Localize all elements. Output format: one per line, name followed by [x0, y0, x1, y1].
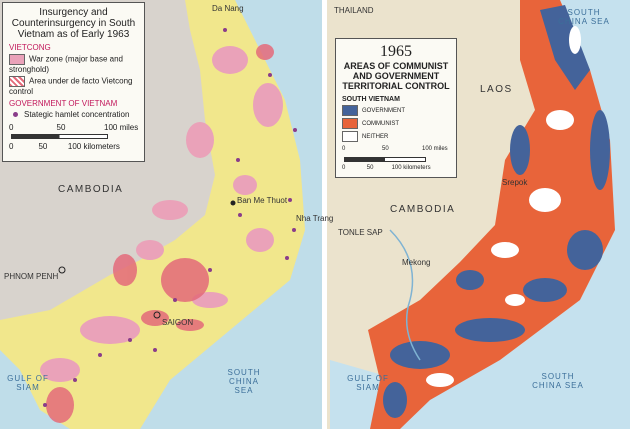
scale-label: 0 [9, 123, 14, 132]
phnom-penh-marker [58, 266, 66, 274]
place-label: Mekong [402, 258, 431, 267]
ban-me-thuot-marker [230, 200, 236, 206]
scale-bar [344, 157, 426, 163]
scale-label: 100 kilometers [67, 142, 120, 151]
scale-label: 50 [56, 123, 66, 132]
scale-label: 0 [342, 146, 346, 153]
south-vietnam [0, 0, 305, 429]
legend-label: War zone (major base and stronghold) [9, 54, 123, 74]
legend-items: GOVERNMENT COMMUNIST NEITHER [342, 105, 450, 143]
place-label: GULF OF SIAM [7, 374, 49, 392]
year: 1965 [380, 43, 412, 60]
place-label: THAILAND [334, 6, 374, 15]
place-label: LAOS [480, 84, 513, 95]
legend-swatch [342, 131, 358, 143]
legend-item: War zone (major base and stronghold) [9, 54, 138, 74]
scale-bar [11, 134, 108, 139]
legend-label: COMMUNIST [362, 121, 399, 128]
legend-heading: GOVERNMENT OF VIETNAM [9, 99, 118, 108]
place-label: GULF OF SIAM [347, 374, 389, 392]
legend-heading: VIETCONG [9, 43, 51, 52]
place-label: Srepok [502, 178, 528, 187]
place-label: SAIGON [162, 318, 194, 327]
legend-label: Area under de facto Vietcong control [9, 76, 133, 96]
divider [322, 0, 327, 429]
title: AREAS OF COMMUNIST AND GOVERNMENT TERRIT… [342, 61, 450, 91]
sea [140, 0, 322, 429]
saigon-marker [153, 311, 161, 319]
place-label: SOUTH CHINA SEA [532, 372, 584, 390]
legend-swatch [342, 118, 358, 130]
south-vietnam [368, 0, 615, 429]
scale: 0 50 100 miles 0 50 100 kilometers [9, 123, 138, 157]
legend-left: Insurgency and Counterinsurgency in Sout… [2, 2, 145, 162]
legend-label: GOVERNMENT [362, 108, 406, 115]
place-label: Ban Me Thuot [237, 196, 288, 205]
legend-item: Area under de facto Vietcong control [9, 76, 138, 96]
place-label: CAMBODIA [390, 204, 456, 215]
place-label: Da Nang [212, 4, 244, 13]
legend-right: 1965 AREAS OF COMMUNIST AND GOVERNMENT T… [335, 38, 457, 178]
place-label: TONLE SAP [338, 228, 383, 237]
scale-label: 50 [38, 142, 48, 151]
place-label: SOUTH CHINA SEA [227, 368, 261, 395]
legend-item: NEITHER [342, 131, 450, 143]
legend-heading: SOUTH VIETNAM [342, 96, 400, 103]
scale-label: 100 kilometers [391, 165, 431, 172]
neutral-areas [426, 26, 581, 387]
sea [330, 0, 630, 429]
legend-item: COMMUNIST [342, 118, 450, 130]
scale-label: 0 [9, 142, 14, 151]
legend-swatch [342, 105, 358, 116]
place-label: SOUTH CHINA SEA [558, 8, 610, 26]
place-label: PHNOM PENH [4, 272, 59, 281]
scale-label: 100 miles [422, 146, 448, 153]
hamlets [43, 28, 297, 407]
scale-label: 50 [382, 146, 389, 153]
vietcong-control [46, 44, 274, 423]
mekong-river [389, 229, 421, 361]
scale-label: 100 miles [104, 123, 139, 132]
scale-label: 50 [366, 165, 374, 172]
place-label: Nha Trang [296, 214, 334, 223]
title: Insurgency and Counterinsurgency in Sout… [11, 7, 136, 40]
legend-label: NEITHER [362, 134, 389, 141]
legend-label: Stategic hamlet concentration [24, 110, 130, 119]
war-zones [40, 46, 283, 382]
government-areas [383, 5, 610, 418]
legend-item: Stategic hamlet concentration [9, 110, 138, 119]
place-label: CAMBODIA [58, 184, 124, 195]
scale-label: 0 [342, 165, 346, 172]
legend-item: GOVERNMENT [342, 105, 450, 116]
scale: 0 50 100 miles 0 50 100 kilometers [342, 146, 450, 176]
